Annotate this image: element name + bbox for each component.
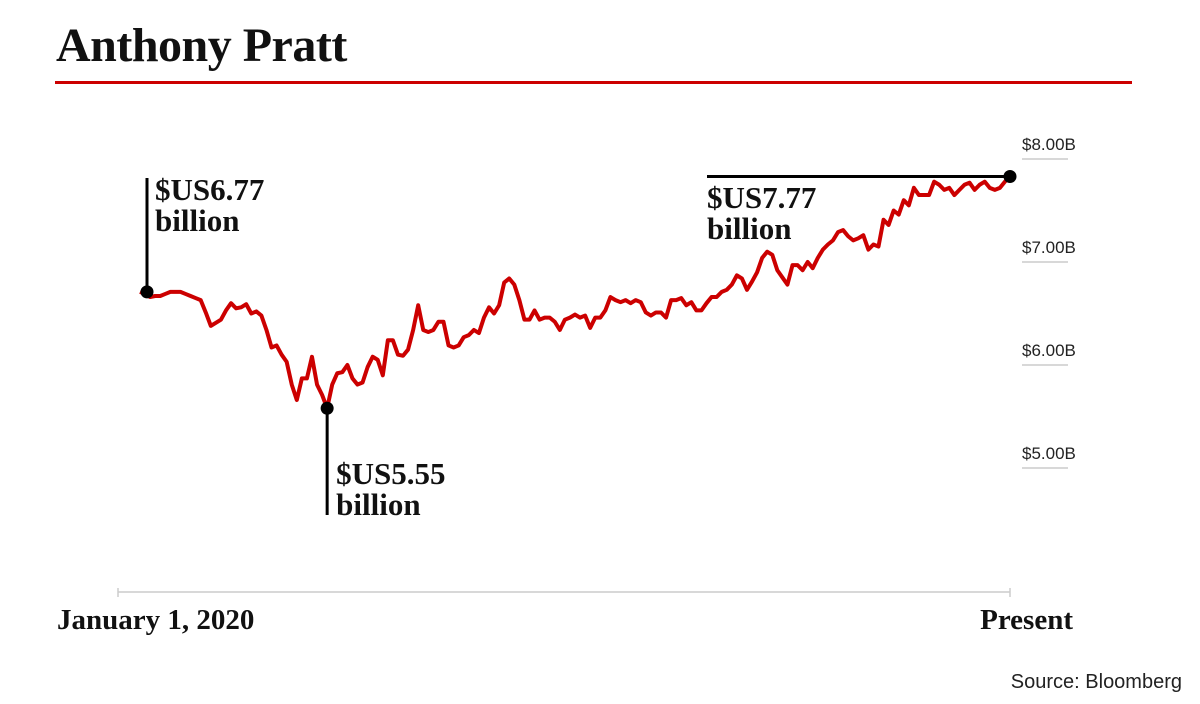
annotation-point [320, 401, 334, 415]
y-tick-label: $6.00B [1022, 341, 1076, 360]
annotation-point [140, 285, 154, 299]
title-rule [55, 81, 1132, 84]
annotation-value: $US5.55 [336, 456, 445, 491]
annotation-unit: billion [336, 487, 420, 522]
annotation-unit: billion [155, 203, 239, 238]
annotation-unit: billion [707, 211, 791, 246]
annotation-value: $US7.77 [707, 180, 816, 215]
y-tick-label: $5.00B [1022, 444, 1076, 463]
series-line [139, 175, 1012, 411]
annotation-value: $US6.77 [155, 172, 264, 207]
annotation-point [1003, 170, 1017, 184]
chart-title: Anthony Pratt [56, 19, 347, 72]
x-end-label: Present [980, 604, 1073, 636]
x-start-label: January 1, 2020 [57, 604, 255, 636]
source-note: Source: Bloomberg [1010, 671, 1182, 693]
y-tick-label: $8.00B [1022, 135, 1076, 154]
y-tick-label: $7.00B [1022, 238, 1076, 257]
